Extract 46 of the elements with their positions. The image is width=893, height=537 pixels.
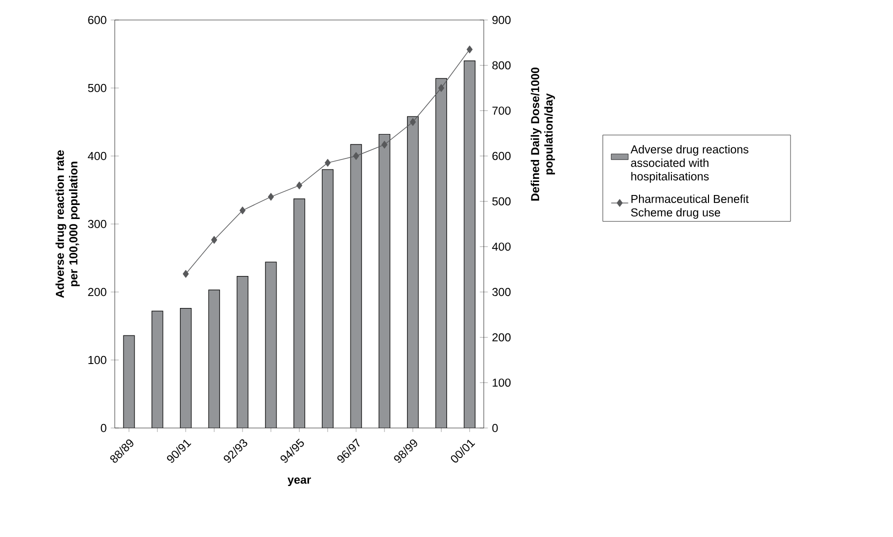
x-axis-title: year [288,477,311,486]
point [466,46,473,54]
y2-tick-label: 400 [492,242,511,251]
bar [322,170,334,428]
y2-tick-label: 300 [492,288,511,296]
point [211,236,218,244]
point [268,192,274,201]
bar [152,311,163,428]
y-tick-label: 300 [88,220,106,228]
bar [436,78,447,428]
point [438,84,444,92]
bar [265,262,276,428]
y2-tick-label: 700 [492,106,511,115]
bar [208,290,220,428]
y2-tick-label: 500 [492,197,511,206]
y-tick-label: 600 [88,16,106,24]
point [324,158,331,167]
bar [237,276,248,428]
y-tick-label: 100 [88,356,106,364]
y-axis-title: Adverse drug reaction rate per 100,000 population [56,150,80,298]
point [410,118,416,126]
y2-tick-label: 600 [492,152,511,160]
y2-axis-title: Defined Daily Dose/1000 population/day [530,68,555,201]
point [182,270,189,278]
y2-tick-label: 200 [492,333,511,342]
y2-tick-label: 100 [492,378,511,387]
bar [407,116,418,428]
bar [378,134,390,428]
bar [464,60,476,428]
y2-tick-label: 800 [492,61,511,70]
point [240,206,246,214]
bar [180,308,192,428]
bar [350,144,362,428]
legend-label: Pharmaceutical Benefit Scheme drug use [631,194,749,219]
point [381,140,388,149]
point [353,152,360,160]
point [296,182,302,190]
y-tick-label: 400 [88,152,106,160]
bar [294,198,305,428]
bar [124,336,134,428]
y2-tick-label: 900 [492,16,511,24]
y2-tick-label: 0 [492,424,498,432]
legend-label: Adverse drug reactions associated with hospitalisations [630,145,748,183]
y-tick-label: 500 [88,84,106,92]
y-tick-label: 0 [100,424,106,432]
y-tick-label: 200 [88,288,106,296]
